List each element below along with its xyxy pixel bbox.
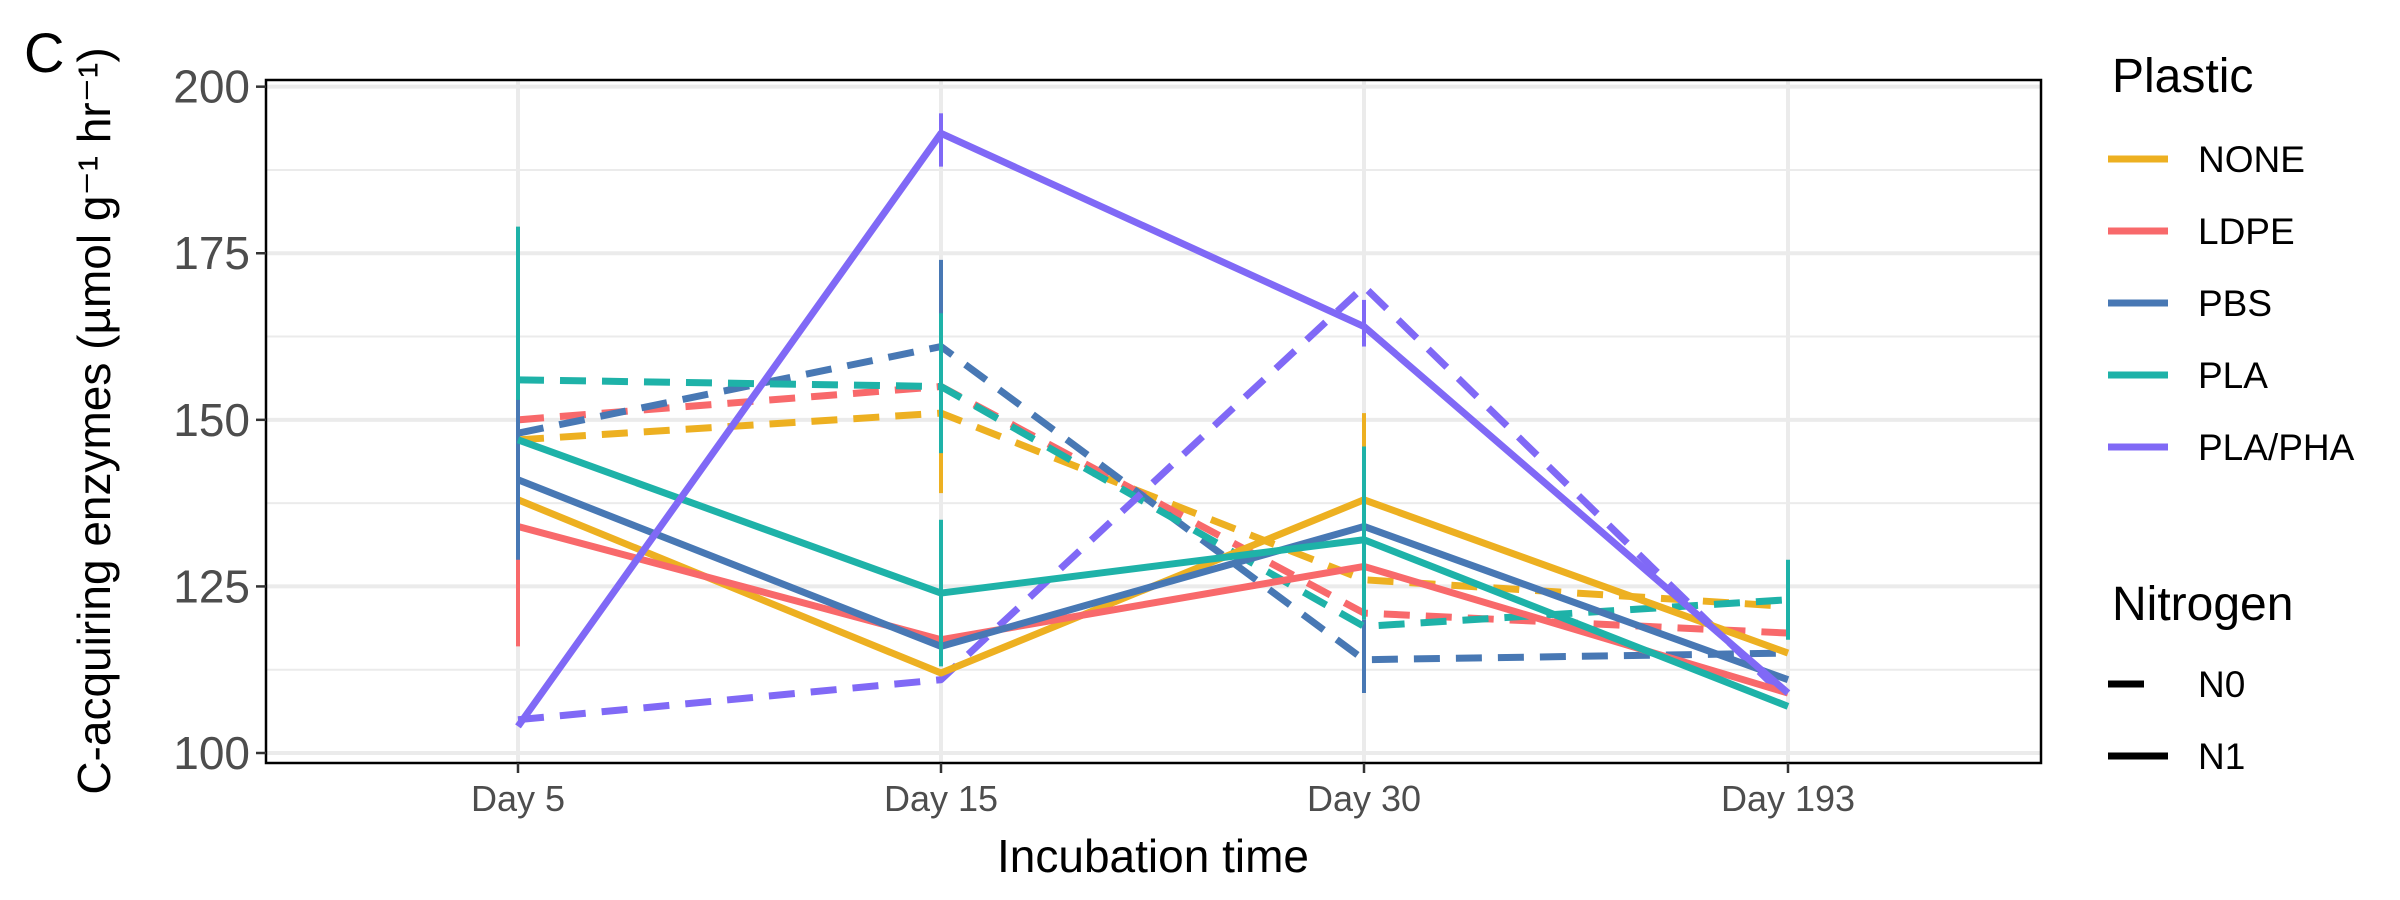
series-pla-pha-n1 [515,113,1791,729]
series-line [517,283,1791,724]
series-pbs-n1 [516,399,1790,683]
series-line [517,523,1790,697]
series-pla-pha-n0 [517,283,1791,724]
legend-item-pbs: PBS [2108,283,2272,324]
legend-plastic-entries: NONE LDPE PBS PLA PLA/PHA [2108,139,2355,468]
legend-nitrogen-entries: N0 N1 [2108,664,2245,777]
legend-item-none: NONE [2108,139,2305,180]
y-tick-label: 175 [173,227,250,279]
legend-title-plastic: Plastic [2112,50,2253,103]
x-tick-label: Day 30 [1307,778,1421,819]
legend-item-pla-pha: PLA/PHA [2108,427,2355,468]
legend-label: PLA [2198,355,2268,396]
x-tick-label: Day 193 [1721,778,1855,819]
y-tick-label: 125 [173,560,250,612]
x-tick-label: Day 5 [471,778,565,819]
panel-label: C [24,21,64,84]
legend-label: N1 [2198,736,2245,777]
series-none-n0 [517,379,1789,610]
legend-label: LDPE [2198,211,2295,252]
legend-item-n1: N1 [2108,736,2245,777]
series-line [516,436,1790,710]
gridlines [266,80,2041,763]
legend-item-ldpe: LDPE [2108,211,2295,252]
series-line [515,129,1791,729]
x-axis: Day 5 Day 15 Day 30 Day 193 [471,763,1855,819]
legend: Plastic NONE LDPE PBS PLA PLA/PHA Nitrogen N… [2108,50,2355,777]
y-axis: 100 125 150 175 200 [173,61,266,779]
x-tick-label: Day 15 [884,778,998,819]
series-pla-n1 [516,436,1790,710]
plot-panel [264,78,2043,765]
y-tick-label: 150 [173,394,250,446]
series-group [515,113,1791,729]
legend-label: PBS [2198,283,2272,324]
y-tick-label: 100 [173,727,250,779]
series-line [517,376,1789,630]
y-axis-title: C-acquiring enzymes (µmol g⁻¹ hr⁻¹) [68,47,120,794]
legend-title-nitrogen: Nitrogen [2112,578,2293,631]
legend-item-pla: PLA [2108,355,2268,396]
x-axis-title: Incubation time [997,830,1309,882]
legend-item-n0: N0 [2108,664,2245,705]
legend-label: N0 [2198,664,2245,705]
series-line [516,476,1790,683]
legend-label: PLA/PHA [2198,427,2355,468]
legend-label: NONE [2198,139,2305,180]
y-tick-label: 200 [173,61,250,113]
series-line [517,343,1789,664]
